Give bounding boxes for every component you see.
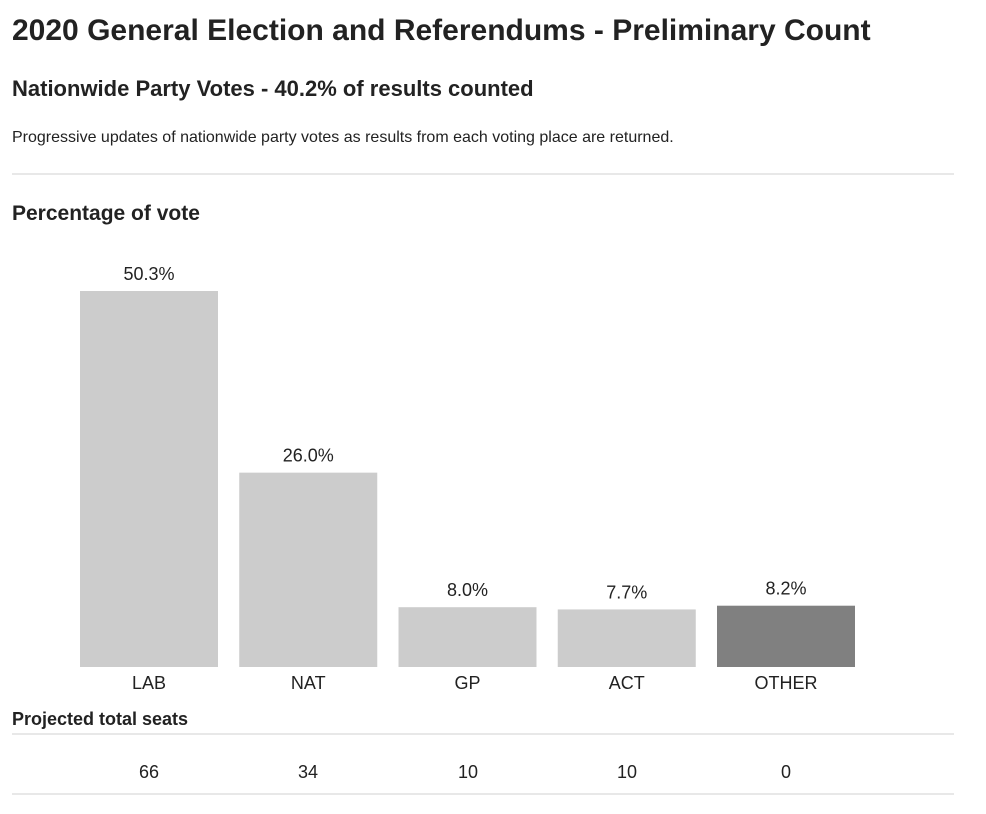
vote-percentage-chart: 50.3% LAB 26.0% NAT 8.0% GP 7.7% ACT 8.2% OTHER bbox=[80, 264, 855, 693]
seat-value-other: 0 bbox=[780, 762, 791, 782]
value-label-nat: 26.0% bbox=[283, 446, 334, 466]
seat-value-nat: 34 bbox=[297, 762, 319, 782]
value-label-gp: 8.0% bbox=[447, 580, 488, 600]
results-page: 2020 General Election and Referendums - … bbox=[12, 0, 954, 814]
seat-value-act: 10 bbox=[616, 762, 638, 782]
page-title: 2020 General Election and Referendums - … bbox=[12, 14, 871, 47]
bar-other bbox=[717, 605, 855, 667]
value-label-other: 8.2% bbox=[765, 579, 806, 599]
page-subtitle: Nationwide Party Votes - 40.2% of result… bbox=[12, 76, 534, 101]
category-label-gp: GP bbox=[454, 673, 480, 693]
bar-nat bbox=[239, 472, 378, 667]
page-description: Progressive updates of nationwide party … bbox=[12, 129, 674, 146]
seats-top-divider bbox=[12, 733, 954, 735]
bar-gp bbox=[398, 607, 537, 667]
category-label-other: OTHER bbox=[755, 673, 818, 693]
category-label-lab: LAB bbox=[132, 673, 166, 693]
seat-value-gp: 10 bbox=[457, 762, 479, 782]
category-label-act: ACT bbox=[609, 673, 645, 693]
chart-heading: Percentage of vote bbox=[12, 202, 200, 225]
value-label-lab: 50.3% bbox=[123, 264, 174, 284]
bar-lab bbox=[80, 291, 218, 667]
category-label-nat: NAT bbox=[291, 673, 326, 693]
bar-act bbox=[557, 609, 696, 667]
header-divider bbox=[12, 173, 954, 175]
seats-bottom-divider bbox=[12, 793, 954, 795]
value-label-act: 7.7% bbox=[606, 582, 647, 602]
seats-heading: Projected total seats bbox=[12, 709, 189, 729]
seat-value-lab: 66 bbox=[138, 762, 160, 782]
